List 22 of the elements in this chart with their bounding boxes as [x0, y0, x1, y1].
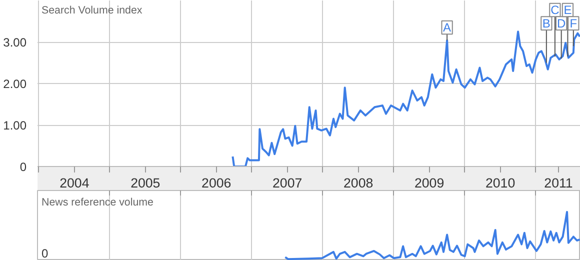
x-tick-label: 2010 [485, 176, 516, 190]
annotation: D [557, 16, 566, 30]
annotation: B [542, 16, 550, 30]
y-tick-label: 2.00 [3, 77, 27, 91]
annotation: 0 [42, 246, 48, 260]
x-tick-label: 2008 [344, 176, 374, 190]
x-tick-label: 2004 [60, 176, 90, 190]
chart-title: Search Volume index [42, 4, 143, 16]
y-tick-label: 3.00 [3, 36, 27, 50]
x-tick-label: 2006 [202, 176, 232, 190]
annotation: E [564, 3, 572, 18]
x-tick-label: 2005 [130, 176, 160, 190]
y-tick-label: 1.00 [3, 118, 27, 132]
x-tick-label: 2009 [414, 176, 444, 190]
line-series [232, 30, 580, 166]
annotation: F [570, 16, 578, 30]
annotation: A [443, 20, 452, 34]
annotation: C [550, 3, 560, 18]
y-tick-label: 0 [20, 160, 27, 174]
x-tick-label: 2011 [544, 176, 573, 190]
chart-title: News reference volume [42, 196, 154, 208]
x-tick-label: 2007 [272, 176, 302, 190]
